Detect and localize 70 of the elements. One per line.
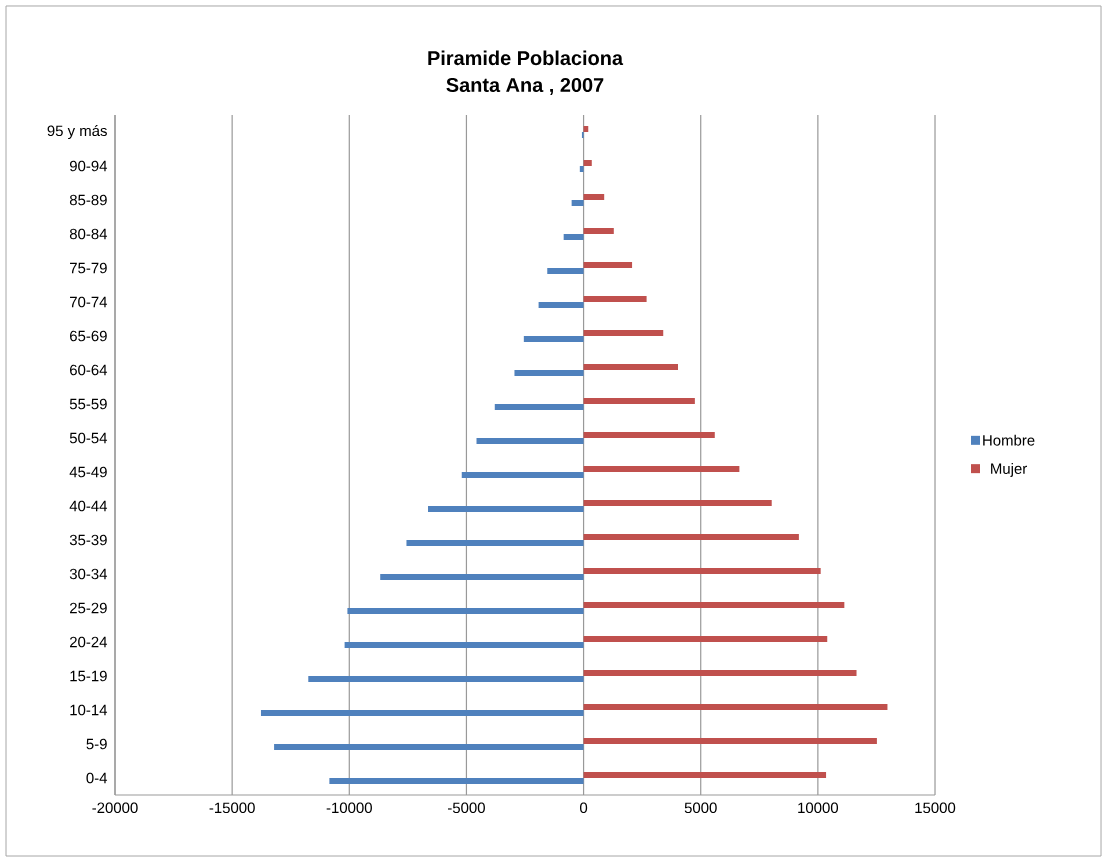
y-tick-label: 65-69 xyxy=(70,330,107,342)
x-tick-label: -5000 xyxy=(447,802,485,814)
y-tick-label: 90-94 xyxy=(69,160,108,172)
bar xyxy=(579,165,584,172)
bar xyxy=(583,159,592,166)
bar xyxy=(260,710,584,716)
y-tick-label: 10-14 xyxy=(70,704,108,716)
x-tick-label: 15000 xyxy=(915,802,956,814)
bar xyxy=(514,369,584,376)
bar xyxy=(547,267,584,274)
legend-label: Hombre xyxy=(983,434,1035,446)
bar xyxy=(329,778,584,784)
bar xyxy=(494,403,584,410)
x-tick-label: 5000 xyxy=(684,802,717,814)
bar xyxy=(428,506,584,512)
y-tick-label: 15-19 xyxy=(70,670,107,682)
bar xyxy=(583,636,828,642)
y-tick-label: 55-59 xyxy=(69,398,107,410)
bar xyxy=(308,676,584,682)
legend-label: Mujer xyxy=(991,462,1027,477)
bar xyxy=(406,540,584,546)
bar xyxy=(583,227,614,234)
bar xyxy=(571,199,584,206)
y-tick-label: 40-44 xyxy=(69,500,108,512)
bar xyxy=(583,295,647,302)
bar xyxy=(583,329,664,336)
bar xyxy=(583,534,799,540)
bar xyxy=(583,500,772,506)
y-tick-label: 95 y más xyxy=(47,124,107,140)
bar xyxy=(538,301,584,308)
y-tick-label: 80-84 xyxy=(69,228,108,240)
bar xyxy=(380,574,584,580)
bar xyxy=(344,642,584,648)
bar xyxy=(583,261,633,268)
y-tick-label: 5-9 xyxy=(86,738,107,750)
y-tick-label: 45-49 xyxy=(69,466,107,478)
bar xyxy=(583,397,695,404)
y-tick-label: 60-64 xyxy=(70,364,108,376)
x-tick-label: -20000 xyxy=(92,802,138,814)
bar xyxy=(476,438,584,444)
x-tick-label: -10000 xyxy=(326,802,372,814)
y-tick-label: 75-79 xyxy=(70,262,107,274)
bar xyxy=(583,738,877,744)
bar xyxy=(274,744,584,750)
bar xyxy=(523,335,584,342)
x-tick-label: 10000 xyxy=(798,802,839,814)
bar xyxy=(347,608,584,614)
bar xyxy=(583,432,715,438)
bar xyxy=(583,363,678,370)
y-tick-label: 70-74 xyxy=(70,296,108,308)
y-tick-label: 50-54 xyxy=(69,432,108,444)
bar xyxy=(461,472,584,478)
bar xyxy=(583,466,740,472)
bar xyxy=(583,193,605,200)
bar xyxy=(583,568,821,574)
bar xyxy=(583,602,845,608)
x-tick-label: 0 xyxy=(580,802,588,814)
bar xyxy=(583,670,857,676)
y-tick-label: 20-24 xyxy=(70,636,108,648)
y-tick-label: 85-89 xyxy=(69,194,107,206)
x-tick-label: -15000 xyxy=(209,802,255,814)
bar xyxy=(583,772,827,778)
bar xyxy=(583,704,888,710)
y-tick-label: 35-39 xyxy=(69,534,107,546)
y-tick-label: 0-4 xyxy=(86,772,108,784)
chart-subtitle: Santa Ana , 2007 xyxy=(446,77,604,95)
bar xyxy=(563,233,584,240)
y-tick-label: 25-29 xyxy=(70,602,107,614)
y-tick-label: 30-34 xyxy=(69,568,108,580)
chart-title: Piramide Poblaciona xyxy=(428,50,624,66)
